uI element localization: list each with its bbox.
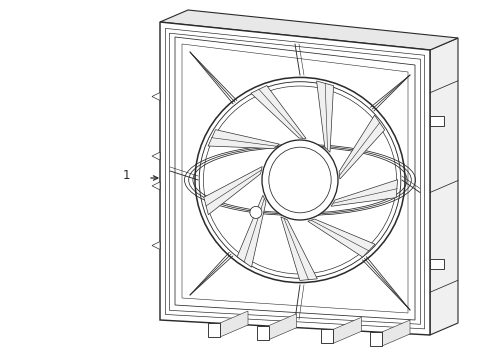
Polygon shape [208,323,220,337]
Polygon shape [208,130,279,149]
Polygon shape [251,86,306,139]
Polygon shape [370,332,382,346]
Polygon shape [152,242,160,249]
Polygon shape [152,93,160,100]
Polygon shape [160,10,458,50]
Polygon shape [321,329,333,343]
Polygon shape [257,326,269,340]
Text: 1: 1 [122,168,130,181]
Polygon shape [152,152,160,160]
Polygon shape [160,22,430,335]
Polygon shape [331,180,398,206]
Polygon shape [317,81,334,152]
Polygon shape [204,166,262,215]
Polygon shape [430,38,458,335]
Polygon shape [339,115,385,179]
Ellipse shape [250,206,262,219]
Polygon shape [382,320,410,346]
Ellipse shape [269,147,331,213]
Polygon shape [237,195,266,267]
Polygon shape [430,116,444,126]
Polygon shape [308,219,375,257]
Polygon shape [269,314,296,340]
Polygon shape [152,182,160,190]
Ellipse shape [262,140,338,220]
Polygon shape [430,259,444,269]
Polygon shape [281,217,318,280]
Polygon shape [333,317,362,343]
Polygon shape [220,311,248,337]
